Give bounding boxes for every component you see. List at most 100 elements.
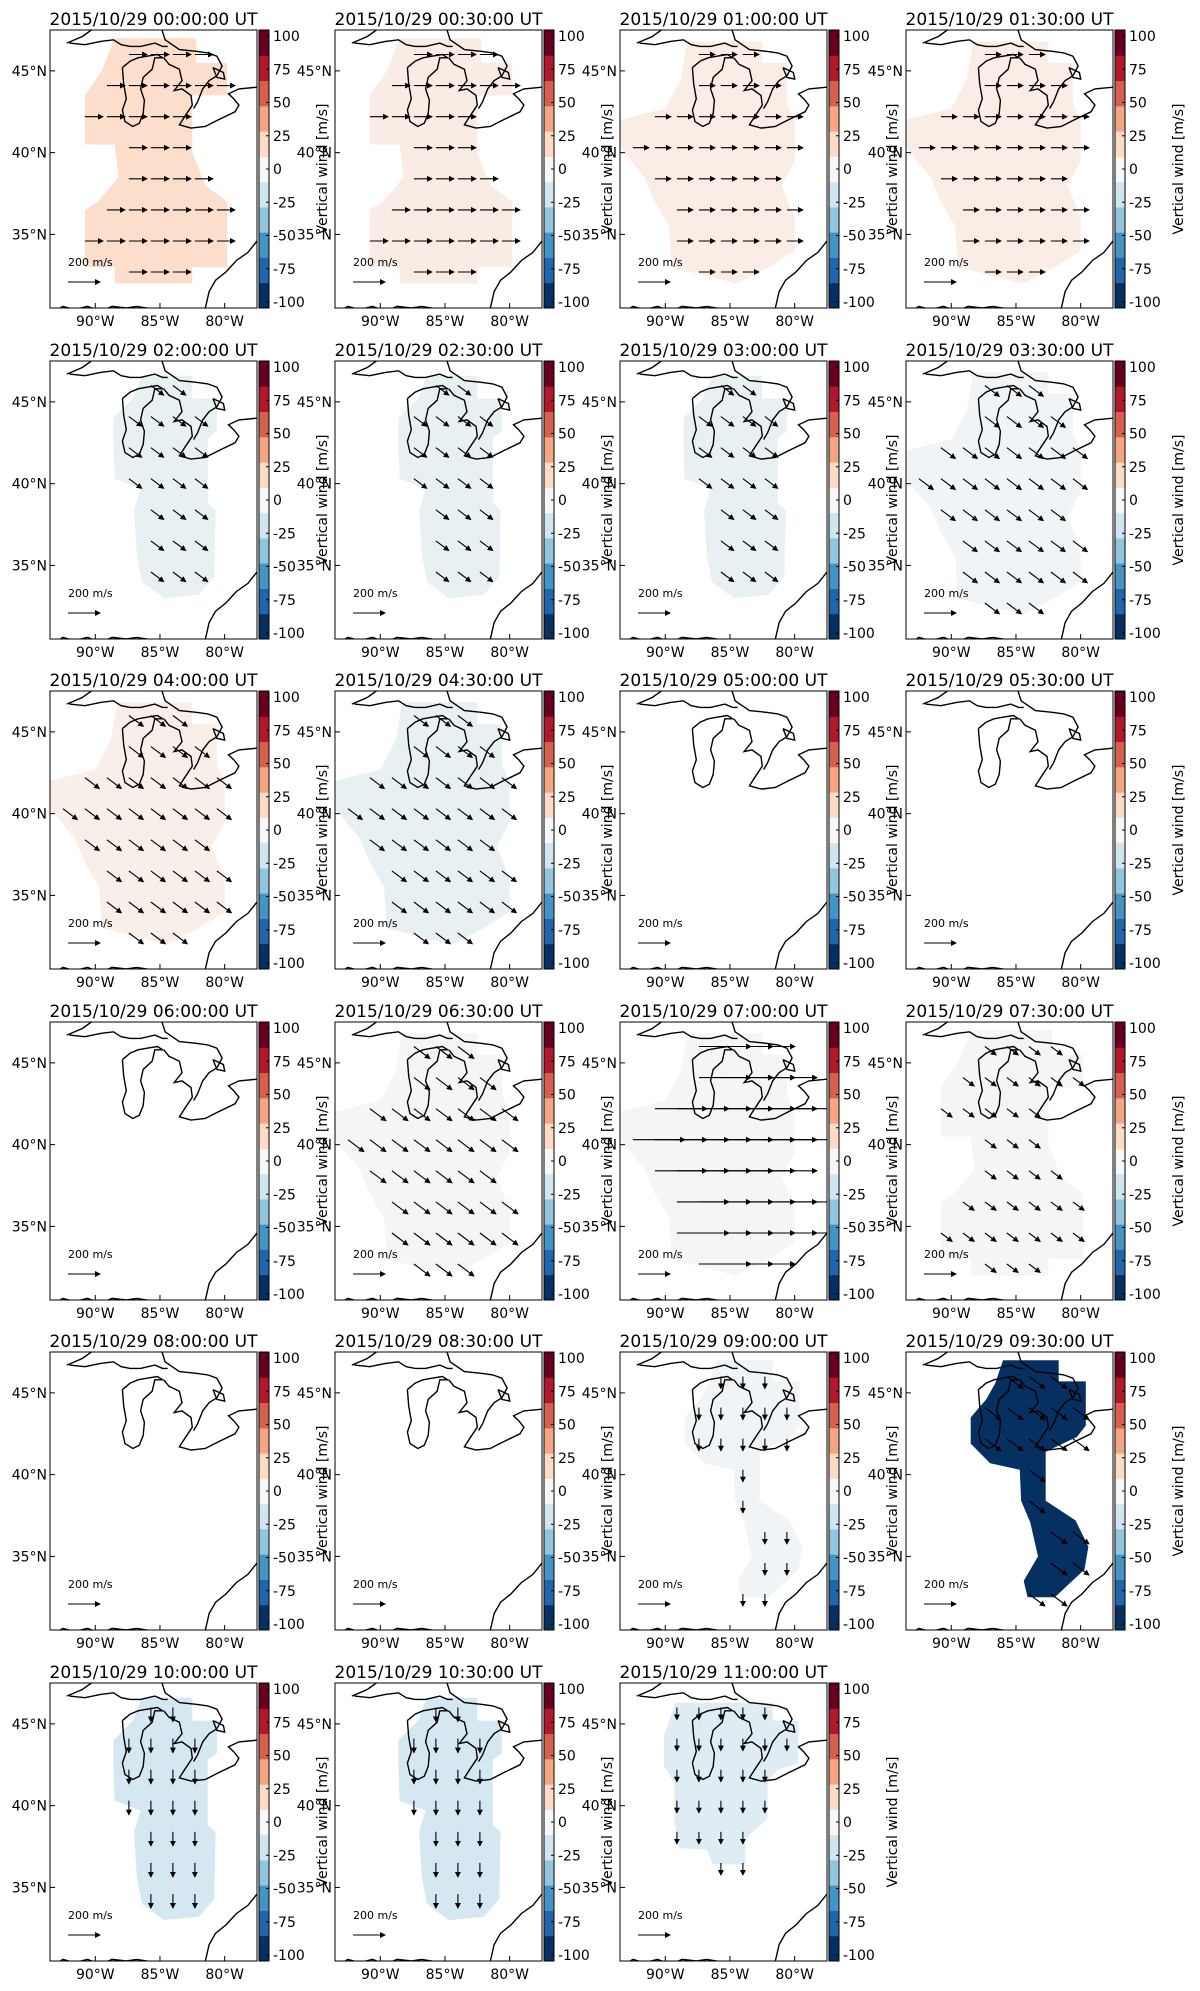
wind-arrow xyxy=(479,1077,497,1091)
y-tick-label: 35°N xyxy=(868,558,903,574)
colorbar-band xyxy=(259,613,269,640)
x-tick-label: 85°W xyxy=(711,1636,750,1652)
colorbar-tick-label: 100 xyxy=(1129,1351,1156,1367)
wind-arrow xyxy=(1028,1376,1046,1390)
colorbar-band xyxy=(259,537,269,564)
colorbar-tick-label: -100 xyxy=(273,626,305,642)
wind-arrow xyxy=(479,746,496,759)
coastline xyxy=(406,384,451,459)
coastline xyxy=(922,361,1079,408)
x-tick-label: 85°W xyxy=(997,1306,1036,1322)
colorbar-band xyxy=(829,1072,839,1099)
colorbar-label: Vertical wind [m/s] xyxy=(315,104,331,235)
wind-arrow xyxy=(369,1139,387,1153)
reference-arrow-label: 200 m/s xyxy=(353,917,398,930)
y-tick-label: 35°N xyxy=(868,1219,903,1235)
colorbar-tick-label: 50 xyxy=(1129,96,1147,112)
y-tick-label: 35°N xyxy=(582,1880,617,1896)
colorbar-label: Vertical wind [m/s] xyxy=(885,104,901,235)
x-tick-label: 80°W xyxy=(205,645,244,661)
x-tick-label: 85°W xyxy=(997,645,1036,661)
wind-arrow xyxy=(720,478,735,489)
colorbar-tick-label: 25 xyxy=(843,129,861,145)
colorbar-band xyxy=(544,1148,554,1175)
colorbar-tick-label: 25 xyxy=(558,1782,576,1798)
colorbar-tick-label: 0 xyxy=(1129,162,1138,178)
colorbar-tick-label: -75 xyxy=(558,262,581,278)
coastline xyxy=(489,1893,542,1961)
colorbar-band xyxy=(544,131,554,157)
wind-arrow xyxy=(764,447,779,458)
wind-arrow xyxy=(1028,540,1045,553)
colorbar-band xyxy=(829,1022,839,1048)
x-tick-label: 90°W xyxy=(646,314,685,330)
wind-arrow xyxy=(413,808,430,821)
colorbar-tick-label: -25 xyxy=(1129,1187,1152,1203)
colorbar-band xyxy=(544,1834,554,1861)
y-tick-label: 40°N xyxy=(297,1138,332,1154)
reference-arrow-label: 200 m/s xyxy=(68,1248,113,1261)
x-tick-label: 80°W xyxy=(775,1306,814,1322)
wind-arrow xyxy=(194,416,209,427)
map-panel: 200 m/s 2015/10/29 08:30:00 UT 90°W 85°W 80°… xyxy=(297,1332,616,1652)
colorbar-tick-label: 0 xyxy=(558,1815,567,1831)
colorbar-band xyxy=(544,716,554,743)
coastline xyxy=(691,1706,736,1781)
wind-arrow xyxy=(479,571,494,583)
colorbar-tick-label: 50 xyxy=(843,1418,861,1434)
colorbar-band xyxy=(1115,361,1125,387)
colorbar: 100 75 50 25 0 -25 -50 -75 -100 Vertical wind [m/… xyxy=(258,360,331,642)
colorbar-band xyxy=(544,1249,554,1276)
colorbar-band xyxy=(1115,436,1125,463)
colorbar-band xyxy=(259,487,269,514)
colorbar-band xyxy=(544,563,554,589)
colorbar-tick-label: 25 xyxy=(273,460,291,476)
coastline xyxy=(406,714,451,789)
y-tick-label: 40°N xyxy=(12,1468,47,1484)
wind-arrow xyxy=(150,571,165,583)
y-tick-label: 45°N xyxy=(12,725,47,741)
wind-arrow xyxy=(172,932,189,945)
coastline xyxy=(497,397,511,412)
colorbar-tick-label: 25 xyxy=(843,1121,861,1137)
y-tick-label: 35°N xyxy=(297,888,332,904)
colorbar-tick-label: -75 xyxy=(273,593,296,609)
y-tick-label: 40°N xyxy=(12,1799,47,1815)
y-tick-label: 35°N xyxy=(582,227,617,243)
y-tick-label: 40°N xyxy=(582,1468,617,1484)
wind-arrow xyxy=(1072,1077,1085,1087)
coastline xyxy=(925,1361,1024,1370)
map-panel: 200 m/s 2015/10/29 03:30:00 UT 90°W 85°W 80°… xyxy=(868,341,1187,661)
colorbar-band xyxy=(1115,1528,1125,1555)
wind-arrow xyxy=(457,1108,475,1122)
colorbar-band xyxy=(1115,1377,1125,1404)
colorbar-band xyxy=(259,1733,269,1760)
wind-arrow xyxy=(479,1170,497,1184)
wind-arrow xyxy=(1028,509,1045,522)
panel-title: 2015/10/29 10:00:00 UT xyxy=(50,1663,259,1683)
wind-arrow xyxy=(435,870,452,883)
wind-arrow xyxy=(1006,571,1023,584)
coastline xyxy=(204,1232,257,1300)
wind-arrow xyxy=(435,1201,453,1215)
colorbar-tick-label: 0 xyxy=(1129,1484,1138,1500)
colorbar-tick-label: -75 xyxy=(273,1584,296,1600)
wind-arrow xyxy=(150,808,167,821)
wind-arrow xyxy=(984,1170,997,1180)
colorbar: 100 75 50 25 0 -25 -50 -75 -100 Vertical wind [m/… xyxy=(258,29,331,311)
wind-arrow xyxy=(216,808,233,821)
coastline xyxy=(497,1719,511,1734)
wind-arrow xyxy=(413,901,430,914)
colorbar-band xyxy=(259,766,269,793)
colorbar-band xyxy=(544,1503,554,1530)
colorbar-tick-label: 25 xyxy=(558,790,576,806)
colorbar-tick-label: -75 xyxy=(843,593,866,609)
y-tick-label: 35°N xyxy=(12,227,47,243)
x-tick-label: 90°W xyxy=(361,1636,400,1652)
wind-arrow xyxy=(962,1108,975,1118)
x-tick-label: 80°W xyxy=(490,975,529,991)
coastline xyxy=(922,1022,1079,1069)
colorbar-band xyxy=(829,1198,839,1225)
colorbar-tick-label: 50 xyxy=(273,96,291,112)
coastline xyxy=(762,1397,788,1431)
